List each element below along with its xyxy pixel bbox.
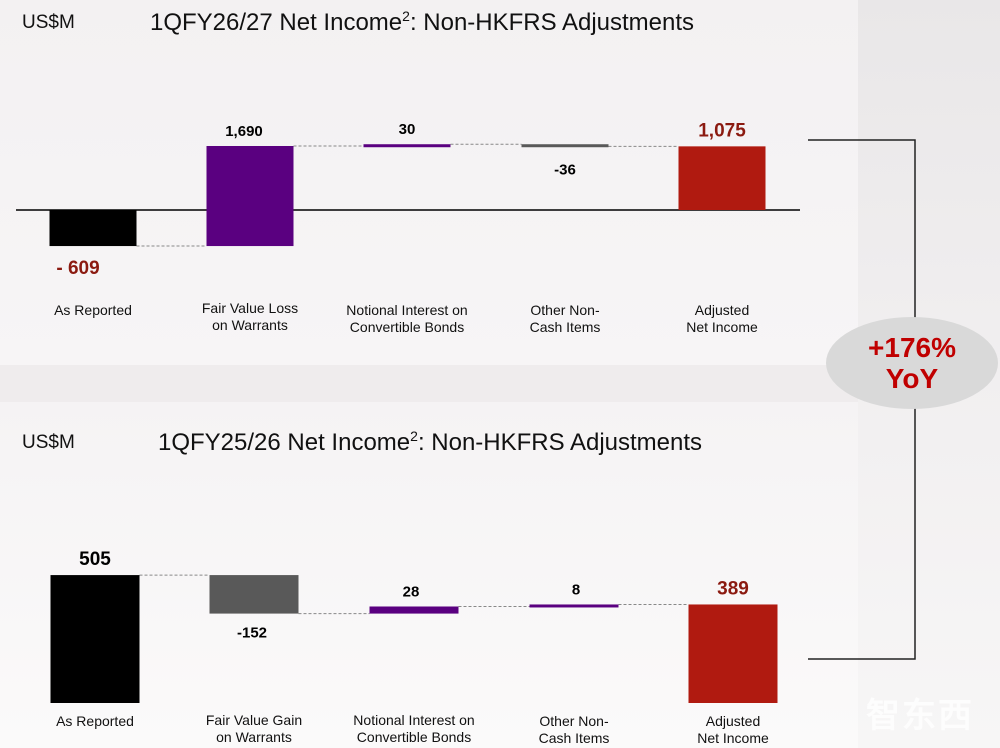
top-chart-title: 1QFY26/27 Net Income2: Non-HKFRS Adjustm… (150, 8, 695, 36)
category-label-line: Notional Interest on (353, 712, 474, 728)
bar-2 (369, 606, 459, 614)
value-label-2: 30 (399, 121, 416, 138)
category-label-line: As Reported (54, 302, 132, 318)
value-label-0: 505 (79, 549, 111, 570)
category-label-line: Other Non- (530, 302, 600, 318)
bottom-waterfall-chart: 505 -152 28 8 389 As Reported Fair Value Gain o… (50, 549, 778, 746)
value-label-3: -36 (554, 161, 576, 178)
watermark-logo: 智东西 (866, 697, 974, 735)
category-label-line: Cash Items (530, 319, 601, 335)
category-label-1: Fair Value Loss on Warrants (202, 300, 298, 333)
category-label-0: As Reported (56, 713, 134, 729)
value-label-1: 1,690 (225, 123, 263, 140)
category-label-line: As Reported (56, 713, 134, 729)
yoy-label: YoY (885, 363, 939, 394)
top-waterfall-chart: - 609 1,690 30 -36 1,075 As Reported Fair Valu… (16, 120, 800, 335)
bar-4 (688, 604, 778, 703)
category-label-line: Adjusted (706, 713, 760, 729)
category-label-line: Fair Value Gain (206, 712, 302, 728)
category-label-line: Cash Items (539, 730, 610, 746)
category-label-line: Convertible Bonds (357, 729, 471, 745)
top-units-label: US$M (22, 12, 75, 33)
value-label-4: 389 (717, 578, 749, 599)
bottom-units-label: US$M (22, 432, 75, 453)
category-label-3: Other Non-Cash Items (530, 302, 601, 335)
value-label-0: - 609 (56, 258, 99, 279)
value-label-3: 8 (572, 581, 580, 598)
category-label-line: Notional Interest on (346, 302, 467, 318)
yoy-percent: +176% (868, 332, 956, 363)
category-label-4: Adjusted Net Income (686, 302, 758, 335)
category-label-4: Adjusted Net Income (697, 713, 769, 746)
category-label-line: on Warrants (216, 729, 292, 745)
value-label-1: -152 (237, 625, 267, 642)
category-label-line: Net Income (697, 730, 769, 746)
bottom-chart-title: 1QFY25/26 Net Income2: Non-HKFRS Adjustm… (158, 428, 703, 456)
category-label-line: on Warrants (212, 317, 288, 333)
bar-0 (50, 575, 140, 703)
bar-3 (521, 144, 609, 148)
category-label-2: Notional Interest on Convertible Bonds (353, 712, 474, 745)
category-label-line: Other Non- (539, 713, 609, 729)
yoy-growth-badge: +176% YoY (826, 317, 998, 409)
category-label-line: Net Income (686, 319, 758, 335)
category-label-0: As Reported (54, 302, 132, 318)
bar-0 (49, 210, 137, 247)
bar-3 (529, 604, 619, 608)
category-label-3: Other Non-Cash Items (539, 713, 610, 746)
bar-2 (363, 144, 451, 148)
category-label-line: Adjusted (695, 302, 749, 318)
bar-1 (209, 575, 299, 614)
category-label-1: Fair Value Gain on Warrants (206, 712, 302, 745)
bar-1 (206, 146, 294, 247)
category-label-line: Fair Value Loss (202, 300, 298, 316)
value-label-2: 28 (403, 583, 420, 600)
category-label-line: Convertible Bonds (350, 319, 464, 335)
bar-4 (678, 146, 766, 210)
value-label-4: 1,075 (698, 120, 746, 141)
category-label-2: Notional Interest on Convertible Bonds (346, 302, 467, 335)
